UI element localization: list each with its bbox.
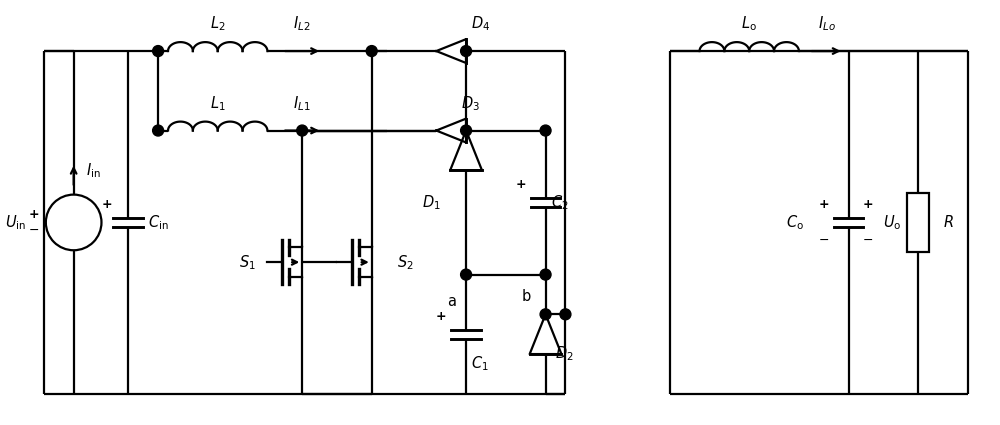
Text: $D_1$: $D_1$ xyxy=(422,193,441,212)
Text: $S_1$: $S_1$ xyxy=(239,253,256,272)
Text: $D_2$: $D_2$ xyxy=(555,345,574,363)
Circle shape xyxy=(297,125,308,136)
Text: +: + xyxy=(101,198,112,211)
Circle shape xyxy=(153,125,164,136)
Text: −: − xyxy=(818,234,829,247)
Text: +: + xyxy=(515,178,526,191)
Text: $U_{\rm in}$: $U_{\rm in}$ xyxy=(5,213,26,232)
Text: $I_{L1}$: $I_{L1}$ xyxy=(293,94,311,113)
Text: $I_{Lo}$: $I_{Lo}$ xyxy=(818,14,836,33)
Text: $I_{\rm in}$: $I_{\rm in}$ xyxy=(86,162,100,180)
Text: $C_1$: $C_1$ xyxy=(471,354,489,373)
Text: $R$: $R$ xyxy=(943,215,954,230)
Text: $C_{\rm in}$: $C_{\rm in}$ xyxy=(148,213,169,232)
Text: −: − xyxy=(863,234,874,247)
Text: $I_{L2}$: $I_{L2}$ xyxy=(293,14,311,33)
Circle shape xyxy=(461,45,472,57)
Text: $D_4$: $D_4$ xyxy=(471,14,490,33)
Circle shape xyxy=(461,269,472,280)
Circle shape xyxy=(366,45,377,57)
Text: $L_2$: $L_2$ xyxy=(210,14,225,33)
Text: $S_2$: $S_2$ xyxy=(397,253,413,272)
Circle shape xyxy=(540,309,551,320)
Text: $L_{\rm o}$: $L_{\rm o}$ xyxy=(741,14,757,33)
Text: $C_2$: $C_2$ xyxy=(551,193,568,212)
Bar xyxy=(907,193,929,252)
Text: +: + xyxy=(863,198,874,211)
Text: b: b xyxy=(521,289,531,304)
Circle shape xyxy=(153,45,164,57)
Text: $U_{\rm o}$: $U_{\rm o}$ xyxy=(883,213,902,232)
Text: $L_1$: $L_1$ xyxy=(210,94,226,113)
Text: a: a xyxy=(447,295,456,309)
Text: +: + xyxy=(818,198,829,211)
Circle shape xyxy=(461,125,472,136)
Circle shape xyxy=(540,269,551,280)
Text: $D_3$: $D_3$ xyxy=(461,94,480,113)
Text: +: + xyxy=(29,208,39,221)
Circle shape xyxy=(540,125,551,136)
Text: −: − xyxy=(29,224,39,237)
Text: $C_{\rm o}$: $C_{\rm o}$ xyxy=(786,213,804,232)
Circle shape xyxy=(560,309,571,320)
Text: +: + xyxy=(436,310,447,323)
